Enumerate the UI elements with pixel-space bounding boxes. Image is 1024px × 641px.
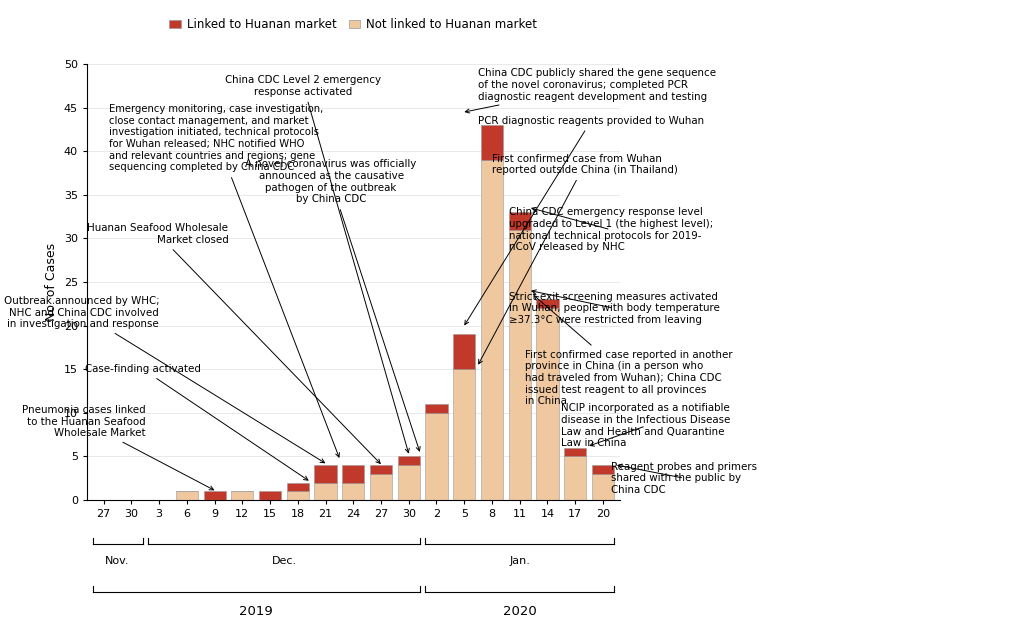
Legend: Linked to Huanan market, Not linked to Huanan market: Linked to Huanan market, Not linked to H… [165, 13, 542, 36]
Bar [176, 491, 198, 500]
Bar [425, 404, 447, 413]
Text: Nov.: Nov. [105, 556, 130, 566]
Text: Pneumonia cases linked
to the Huanan Seafood
Wholesale Market: Pneumonia cases linked to the Huanan Sea… [22, 405, 214, 490]
Bar [397, 456, 420, 465]
Bar [509, 212, 530, 229]
Bar [537, 308, 558, 500]
Bar [370, 465, 392, 474]
Bar [204, 491, 225, 500]
Bar [481, 125, 503, 160]
Bar [231, 491, 254, 500]
Bar [509, 229, 530, 500]
Text: Emergency monitoring, case investigation,
close contact management, and market
i: Emergency monitoring, case investigation… [110, 104, 339, 457]
Bar [342, 465, 365, 483]
Bar [314, 483, 337, 500]
Text: China CDC Level 2 emergency
response activated: China CDC Level 2 emergency response act… [225, 75, 410, 453]
Text: NCIP incorporated as a notifiable
disease in the Infectious Disease
Law and Heal: NCIP incorporated as a notifiable diseas… [561, 403, 731, 448]
Text: A novel coronavirus was officially
announced as the causative
pathogen of the ou: A novel coronavirus was officially annou… [246, 160, 420, 451]
Bar [425, 413, 447, 500]
Text: Case-finding activated: Case-finding activated [85, 364, 308, 480]
Bar [453, 335, 475, 369]
Bar [537, 299, 558, 308]
Bar [287, 483, 309, 491]
Bar [592, 474, 614, 500]
Bar [342, 483, 365, 500]
Bar [259, 491, 282, 500]
Text: PCR diagnostic reagents provided to Wuhan: PCR diagnostic reagents provided to Wuha… [465, 116, 705, 324]
Text: Reagent probes and primers
shared with the public by
China CDC: Reagent probes and primers shared with t… [611, 462, 757, 495]
Y-axis label: No. of Cases: No. of Cases [45, 243, 58, 321]
Bar [370, 474, 392, 500]
Bar [564, 456, 586, 500]
Bar [397, 465, 420, 500]
Bar [481, 160, 503, 500]
Text: Dec.: Dec. [271, 556, 297, 566]
Bar [314, 465, 337, 483]
Text: Huanan Seafood Wholesale
Market closed: Huanan Seafood Wholesale Market closed [87, 223, 380, 463]
Text: 2019: 2019 [240, 606, 273, 619]
Text: China CDC publicly shared the gene sequence
of the novel coronavirus; completed : China CDC publicly shared the gene seque… [465, 69, 716, 113]
Text: First confirmed case from Wuhan
reported outside China (in Thailand): First confirmed case from Wuhan reported… [478, 154, 678, 364]
Bar [592, 465, 614, 474]
Text: China CDC emergency response level
upgraded to Level 1 (the highest level);
nati: China CDC emergency response level upgra… [509, 207, 713, 252]
Bar [287, 491, 309, 500]
Text: Strict exit screening measures activated
in Wuhan, people with body temperature
: Strict exit screening measures activated… [509, 290, 720, 325]
Text: 2020: 2020 [503, 606, 537, 619]
Text: Jan.: Jan. [509, 556, 530, 566]
Bar [564, 447, 586, 456]
Text: First confirmed case reported in another
province in China (in a person who
had : First confirmed case reported in another… [525, 296, 733, 406]
Bar [453, 369, 475, 500]
Text: Outbreak announced by WHC;
NHC and China CDC involved
in investigation and respo: Outbreak announced by WHC; NHC and China… [3, 296, 325, 463]
